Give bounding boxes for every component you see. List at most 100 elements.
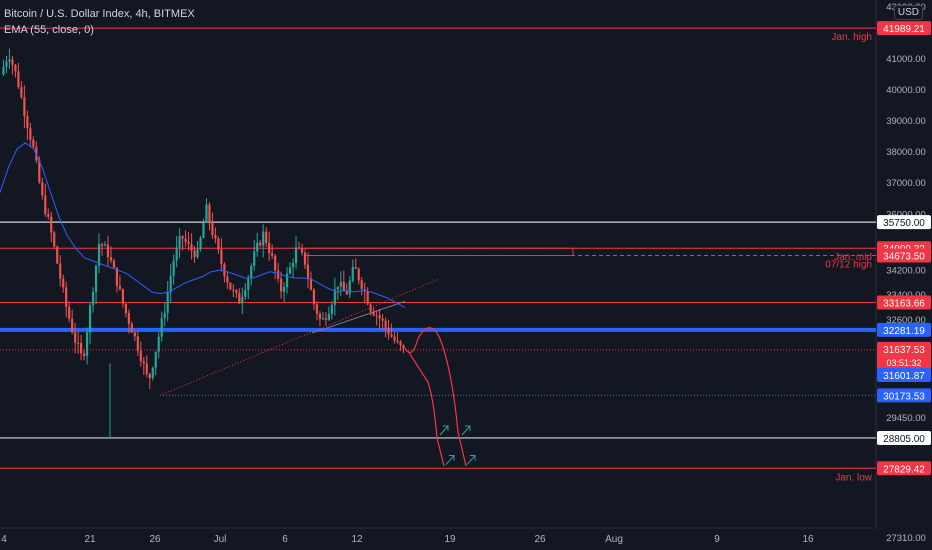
ema-line[interactable]: [0, 142, 406, 309]
candle-body[interactable]: [378, 315, 381, 319]
candle-body[interactable]: [244, 289, 247, 297]
candle-body[interactable]: [303, 252, 307, 265]
candle-body[interactable]: [11, 59, 14, 65]
candle-body[interactable]: [226, 276, 229, 283]
candle-body[interactable]: [178, 236, 181, 248]
candle-body[interactable]: [106, 244, 110, 258]
currency-badge[interactable]: USD: [893, 5, 923, 20]
candle-body[interactable]: [44, 195, 47, 215]
candle-body[interactable]: [17, 71, 20, 88]
candle-body[interactable]: [14, 64, 17, 72]
candle-body[interactable]: [306, 264, 310, 279]
trend-line-upper[interactable]: [311, 300, 406, 334]
candle-body[interactable]: [271, 253, 274, 256]
candle-body[interactable]: [232, 289, 235, 291]
candle-body[interactable]: [151, 367, 154, 379]
resistance-zone-box[interactable]: [304, 247, 574, 257]
candle-body[interactable]: [342, 282, 345, 292]
candle-body[interactable]: [387, 327, 390, 335]
candle-body[interactable]: [333, 289, 336, 305]
candle-body[interactable]: [109, 257, 113, 261]
candle-body[interactable]: [324, 318, 327, 320]
candle-body[interactable]: [103, 244, 107, 246]
candle-body[interactable]: [193, 250, 196, 258]
candle-body[interactable]: [181, 236, 184, 239]
candle-body[interactable]: [53, 232, 56, 247]
candle-body[interactable]: [2, 66, 5, 75]
trend-line-lower[interactable]: [159, 279, 439, 396]
candle-body[interactable]: [288, 267, 292, 274]
candle-body[interactable]: [291, 263, 295, 268]
candle-body[interactable]: [136, 336, 139, 351]
candle-body[interactable]: [402, 345, 405, 349]
candle-body[interactable]: [300, 248, 304, 253]
candle-body[interactable]: [94, 265, 98, 292]
candle-body[interactable]: [175, 247, 178, 261]
candle-body[interactable]: [348, 280, 351, 295]
candle-body[interactable]: [390, 334, 393, 337]
projection-path-a[interactable]: [407, 350, 445, 467]
candle-body[interactable]: [259, 242, 262, 246]
candle-body[interactable]: [112, 260, 116, 268]
candle-body[interactable]: [62, 278, 65, 288]
candle-body[interactable]: [190, 244, 193, 251]
candle-body[interactable]: [97, 244, 101, 266]
candle-body[interactable]: [139, 350, 142, 362]
level-price-badge[interactable]: [877, 322, 931, 337]
candle-body[interactable]: [280, 278, 283, 292]
candle-body[interactable]: [32, 139, 35, 147]
candle-body[interactable]: [157, 336, 160, 352]
candle-body[interactable]: [369, 304, 372, 312]
candle-body[interactable]: [172, 260, 175, 276]
candle-body[interactable]: [375, 315, 378, 317]
candle-body[interactable]: [91, 291, 95, 306]
candle-body[interactable]: [241, 296, 244, 304]
candle-body[interactable]: [309, 278, 313, 290]
candle-body[interactable]: [399, 341, 402, 346]
ema-indicator-label[interactable]: EMA (55, close, 0): [4, 24, 94, 36]
candle-body[interactable]: [315, 304, 319, 314]
price-axis[interactable]: [876, 0, 932, 550]
candle-body[interactable]: [229, 282, 232, 290]
candle-body[interactable]: [205, 204, 208, 223]
candle-body[interactable]: [217, 238, 220, 250]
candle-body[interactable]: [393, 336, 396, 341]
candle-body[interactable]: [166, 292, 169, 314]
candle-body[interactable]: [100, 244, 104, 246]
candle-body[interactable]: [56, 246, 59, 264]
candle-body[interactable]: [5, 61, 8, 67]
candle-body[interactable]: [80, 343, 83, 354]
candle-body[interactable]: [115, 267, 119, 286]
candle-body[interactable]: [294, 247, 298, 264]
candle-body[interactable]: [274, 255, 277, 271]
candle-body[interactable]: [214, 234, 217, 239]
candle-body[interactable]: [130, 323, 133, 333]
candle-body[interactable]: [351, 267, 354, 281]
candle-body[interactable]: [208, 204, 211, 222]
candle-body[interactable]: [196, 249, 199, 258]
candle-body[interactable]: [250, 266, 253, 278]
candle-body[interactable]: [253, 251, 256, 267]
candle-body[interactable]: [283, 287, 286, 292]
level-price-badge[interactable]: [877, 430, 931, 445]
candle-body[interactable]: [47, 214, 50, 217]
candle-body[interactable]: [50, 216, 53, 233]
candle-body[interactable]: [277, 270, 280, 279]
level-price-badge[interactable]: [877, 248, 931, 263]
candle-body[interactable]: [127, 313, 130, 324]
candle-body[interactable]: [321, 318, 324, 320]
candle-body[interactable]: [312, 289, 316, 305]
candle-body[interactable]: [297, 247, 301, 249]
candle-body[interactable]: [20, 87, 23, 98]
candle-body[interactable]: [65, 287, 68, 308]
candle-body[interactable]: [118, 285, 122, 290]
candle-body[interactable]: [169, 275, 172, 293]
candle-body[interactable]: [372, 311, 375, 316]
candle-body[interactable]: [330, 304, 333, 315]
candle-body[interactable]: [327, 314, 330, 320]
candle-body[interactable]: [29, 128, 32, 140]
candle-body[interactable]: [88, 305, 92, 333]
candle-body[interactable]: [220, 249, 223, 265]
candle-body[interactable]: [148, 373, 151, 379]
